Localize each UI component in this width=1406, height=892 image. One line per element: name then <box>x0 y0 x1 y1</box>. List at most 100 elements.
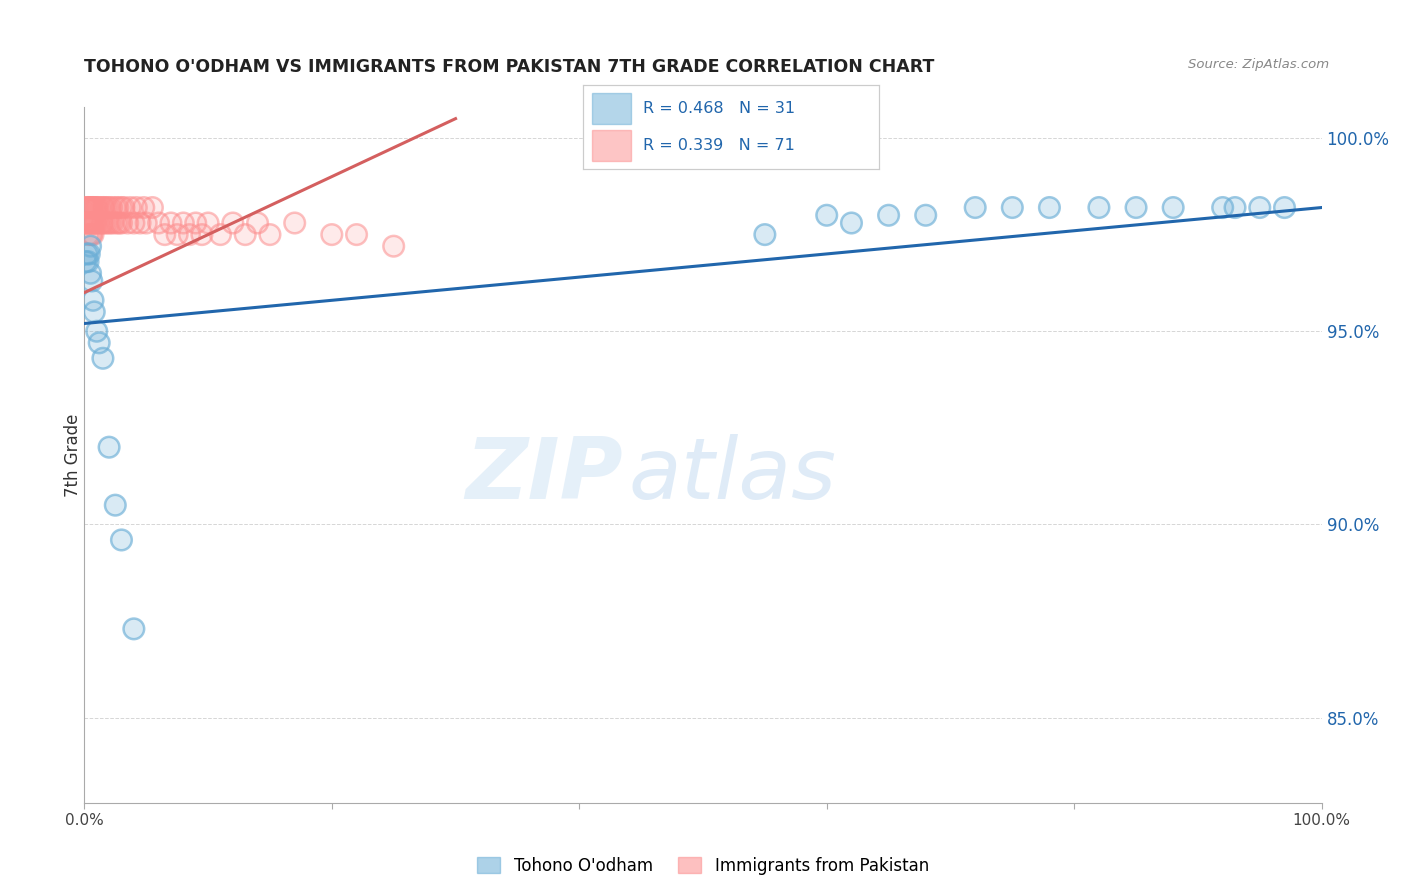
Point <box>1223 201 1246 215</box>
Point <box>346 227 368 242</box>
Text: atlas: atlas <box>628 434 837 517</box>
Point <box>191 227 214 242</box>
Point <box>129 216 152 230</box>
Point <box>321 227 343 242</box>
Point <box>135 216 157 230</box>
Point <box>1249 201 1271 215</box>
Point <box>84 201 107 215</box>
Point <box>841 216 863 230</box>
Point <box>77 201 100 215</box>
Point <box>197 216 219 230</box>
Point <box>110 216 132 230</box>
Point <box>141 201 163 215</box>
Point <box>1212 201 1234 215</box>
Point <box>346 227 368 242</box>
Point <box>148 216 170 230</box>
Point <box>1001 201 1024 215</box>
Point <box>77 227 100 242</box>
Point <box>87 201 110 215</box>
Point <box>80 201 103 215</box>
Point <box>82 201 104 215</box>
Point <box>79 216 101 230</box>
Point <box>79 216 101 230</box>
Point <box>83 201 105 215</box>
Point <box>1274 201 1296 215</box>
Point <box>153 227 176 242</box>
Point <box>1212 201 1234 215</box>
Y-axis label: 7th Grade: 7th Grade <box>65 413 82 497</box>
Point <box>86 324 108 338</box>
Point <box>209 227 232 242</box>
Point <box>93 201 115 215</box>
Point <box>96 201 118 215</box>
Point <box>82 216 104 230</box>
Point <box>125 201 148 215</box>
Point <box>83 305 105 319</box>
Point <box>179 227 201 242</box>
Point <box>94 216 117 230</box>
Point <box>120 201 142 215</box>
Point <box>76 201 98 215</box>
Point <box>98 201 121 215</box>
Point <box>209 227 232 242</box>
Point <box>75 201 97 215</box>
Point <box>89 335 111 350</box>
Point <box>877 208 900 222</box>
Point <box>259 227 281 242</box>
Point <box>112 201 135 215</box>
Point <box>80 201 103 215</box>
Point <box>105 216 128 230</box>
Point <box>79 201 101 215</box>
Point <box>90 216 112 230</box>
Point <box>77 254 100 268</box>
Point <box>98 216 121 230</box>
Point <box>101 216 124 230</box>
Point <box>76 247 98 261</box>
Point <box>86 216 108 230</box>
Text: R = 0.339   N = 71: R = 0.339 N = 71 <box>643 138 794 153</box>
Point <box>75 201 97 215</box>
Point <box>84 216 107 230</box>
Point <box>132 201 155 215</box>
Point <box>284 216 307 230</box>
Point <box>83 201 105 215</box>
Point <box>1038 201 1060 215</box>
Point <box>877 208 900 222</box>
Point <box>754 227 776 242</box>
Point <box>841 216 863 230</box>
Point <box>77 254 100 268</box>
Point <box>1088 201 1111 215</box>
Point <box>321 227 343 242</box>
Point <box>75 216 97 230</box>
Point <box>77 227 100 242</box>
Point <box>80 227 103 242</box>
Point <box>132 201 155 215</box>
Point <box>153 227 176 242</box>
Point <box>100 201 122 215</box>
Point <box>91 201 114 215</box>
Point <box>82 227 104 242</box>
Point <box>83 216 105 230</box>
Point <box>110 201 132 215</box>
Point <box>79 201 101 215</box>
Point <box>107 201 129 215</box>
Point <box>160 216 183 230</box>
Point <box>382 239 405 253</box>
Text: TOHONO O'ODHAM VS IMMIGRANTS FROM PAKISTAN 7TH GRADE CORRELATION CHART: TOHONO O'ODHAM VS IMMIGRANTS FROM PAKIST… <box>84 58 935 76</box>
Point <box>80 216 103 230</box>
Point <box>191 227 214 242</box>
Point <box>80 274 103 288</box>
Point <box>79 239 101 253</box>
Point <box>75 254 97 268</box>
Point <box>197 216 219 230</box>
Point <box>79 227 101 242</box>
Point <box>94 216 117 230</box>
Point <box>112 201 135 215</box>
Point <box>1088 201 1111 215</box>
Point <box>77 201 100 215</box>
Point <box>1274 201 1296 215</box>
Point <box>104 201 127 215</box>
Point <box>233 227 256 242</box>
Point <box>76 201 98 215</box>
Point <box>122 216 145 230</box>
